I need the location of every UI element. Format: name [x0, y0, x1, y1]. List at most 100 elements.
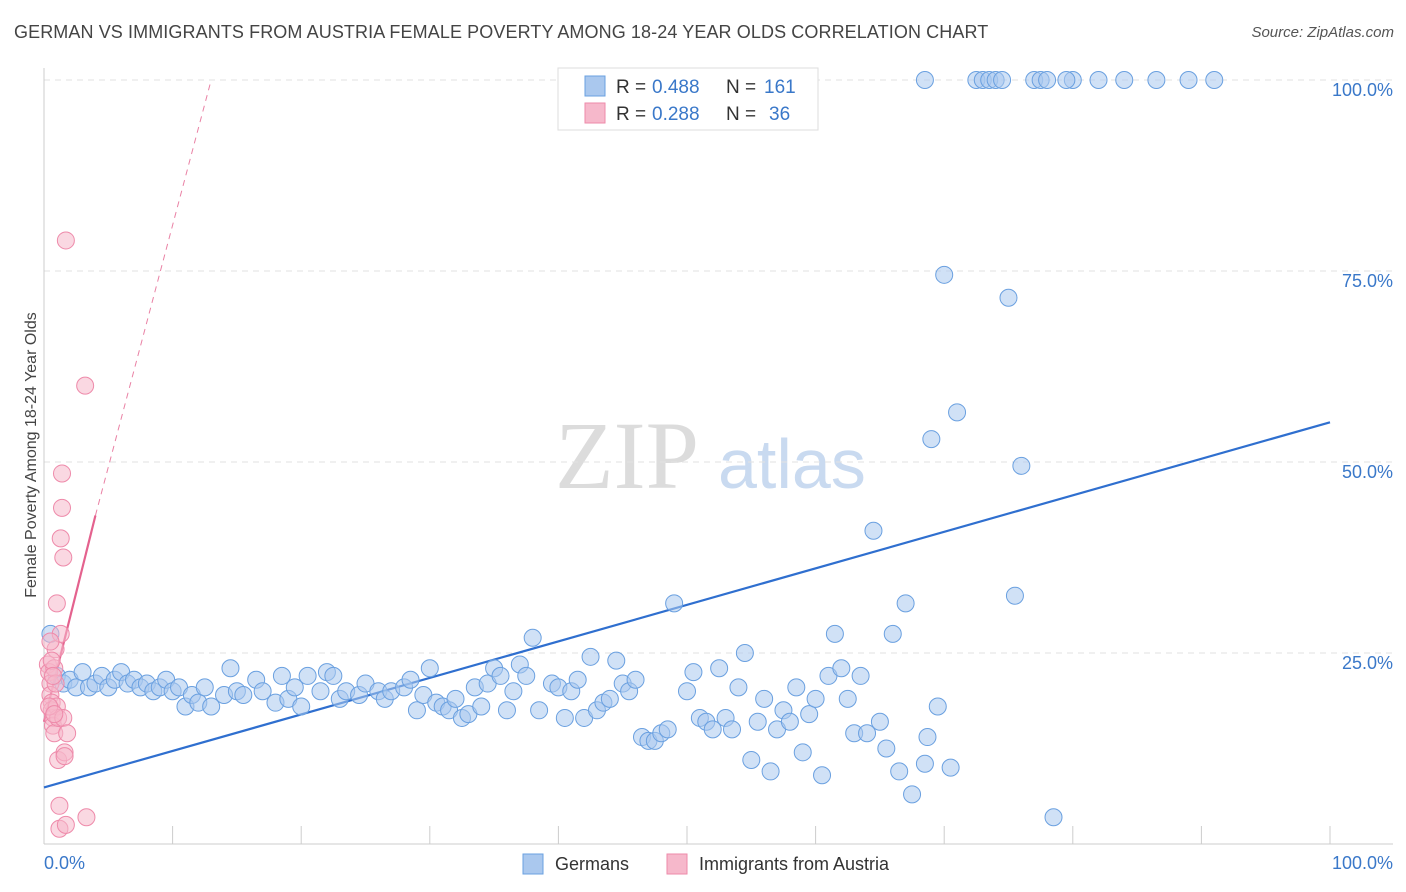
point-germans-97 — [723, 720, 742, 739]
point-germans-33 — [272, 666, 291, 685]
y-tick-label-100: 100.0% — [1332, 80, 1393, 100]
stats-n-label-austria: N = — [726, 104, 756, 125]
point-germans-5 — [73, 663, 92, 682]
y-tick-labels: 25.0% 50.0% 75.0% 100.0% — [1332, 80, 1393, 673]
point-germans-99 — [735, 644, 754, 662]
point-germans-40 — [324, 666, 343, 685]
point-germans-138 — [1005, 586, 1024, 605]
point-germans-107 — [787, 678, 806, 697]
stats-legend: R = 0.488 N = 161 R = 0.288 N = 36 — [557, 67, 819, 131]
point-germans-100 — [742, 750, 761, 769]
trend-line-germans — [43, 421, 1331, 789]
point-germans-129 — [928, 697, 947, 716]
point-germans-142 — [1038, 71, 1057, 89]
point-austria-16 — [50, 796, 69, 815]
point-germans-67 — [517, 666, 536, 685]
point-germans-60 — [472, 697, 491, 716]
point-germans-152 — [1205, 71, 1224, 89]
point-germans-115 — [838, 689, 857, 708]
point-austria-30 — [77, 808, 96, 827]
point-germans-83 — [626, 670, 645, 689]
point-austria-35 — [45, 705, 64, 724]
point-germans-74 — [568, 670, 587, 689]
point-germans-79 — [600, 689, 619, 708]
point-germans-120 — [870, 712, 889, 731]
stats-n-label-germans: N = — [726, 77, 756, 98]
point-germans-49 — [401, 670, 420, 689]
point-germans-139 — [1012, 456, 1031, 475]
point-germans-143 — [1044, 808, 1063, 827]
point-germans-56 — [446, 689, 465, 708]
point-germans-102 — [755, 689, 774, 708]
stats-r-value-germans: 0.488 — [652, 77, 700, 98]
point-germans-132 — [948, 403, 967, 422]
point-germans-110 — [806, 689, 825, 708]
point-germans-31 — [253, 682, 272, 701]
x-tick-label-max: 100.0% — [1332, 853, 1393, 873]
point-germans-65 — [504, 682, 523, 701]
point-germans-117 — [851, 666, 870, 685]
x-axis-ticks — [172, 826, 1331, 844]
point-germans-119 — [864, 521, 883, 540]
point-germans-121 — [877, 739, 896, 758]
scatter-points — [38, 71, 1224, 838]
point-germans-29 — [234, 686, 253, 705]
point-germans-36 — [292, 697, 311, 716]
point-germans-91 — [684, 663, 703, 682]
point-germans-113 — [825, 624, 844, 643]
point-germans-122 — [883, 624, 902, 643]
point-austria-22 — [54, 548, 73, 567]
grid-lines — [44, 79, 1393, 654]
point-germans-137 — [999, 288, 1018, 307]
point-germans-94 — [703, 720, 722, 739]
point-germans-95 — [710, 659, 729, 678]
point-austria-33 — [42, 651, 61, 670]
point-germans-131 — [941, 758, 960, 777]
watermark-atlas: atlas — [718, 425, 866, 503]
point-austria-19 — [51, 529, 70, 548]
point-germans-88 — [658, 720, 677, 739]
point-germans-63 — [491, 666, 510, 685]
point-germans-145 — [1089, 71, 1108, 89]
point-austria-27 — [58, 724, 77, 743]
y-tick-label-75: 75.0% — [1342, 271, 1393, 291]
point-germans-27 — [221, 659, 240, 678]
y-tick-label-25: 25.0% — [1342, 653, 1393, 673]
x-tick-label-min: 0.0% — [44, 853, 85, 873]
point-germans-109 — [800, 705, 819, 724]
point-germans-151 — [1179, 71, 1198, 89]
point-austria-25 — [55, 747, 74, 766]
point-germans-125 — [903, 785, 922, 804]
point-germans-80 — [607, 651, 626, 670]
stats-r-label-austria: R = — [616, 104, 646, 125]
legend-label-germans: Germans — [555, 854, 629, 874]
point-austria-12 — [47, 594, 66, 613]
point-germans-114 — [832, 659, 851, 678]
chart-title: GERMAN VS IMMIGRANTS FROM AUSTRIA FEMALE… — [14, 22, 989, 42]
point-germans-148 — [993, 71, 1012, 89]
point-germans-118 — [858, 724, 877, 743]
point-germans-68 — [523, 628, 542, 647]
point-germans-106 — [780, 712, 799, 731]
watermark-zip: ZIP — [555, 402, 699, 509]
point-germans-147 — [915, 71, 934, 89]
point-germans-126 — [915, 754, 934, 773]
point-germans-24 — [195, 678, 214, 697]
point-germans-111 — [813, 766, 832, 785]
point-germans-38 — [311, 682, 330, 701]
trend-line-extension-austria — [94, 79, 212, 516]
point-germans-50 — [407, 701, 426, 720]
point-germans-146 — [1115, 71, 1134, 89]
stats-r-value-austria: 0.288 — [652, 104, 700, 125]
point-germans-149 — [1057, 71, 1076, 89]
point-germans-98 — [729, 678, 748, 697]
point-austria-34 — [44, 666, 63, 685]
point-germans-72 — [555, 708, 574, 727]
y-tick-label-50: 50.0% — [1342, 462, 1393, 482]
stats-n-value-germans: 161 — [764, 77, 796, 98]
legend-label-austria: Immigrants from Austria — [699, 854, 890, 874]
point-austria-32 — [41, 632, 60, 651]
stats-n-value-austria: 36 — [769, 104, 790, 125]
point-germans-103 — [761, 762, 780, 781]
